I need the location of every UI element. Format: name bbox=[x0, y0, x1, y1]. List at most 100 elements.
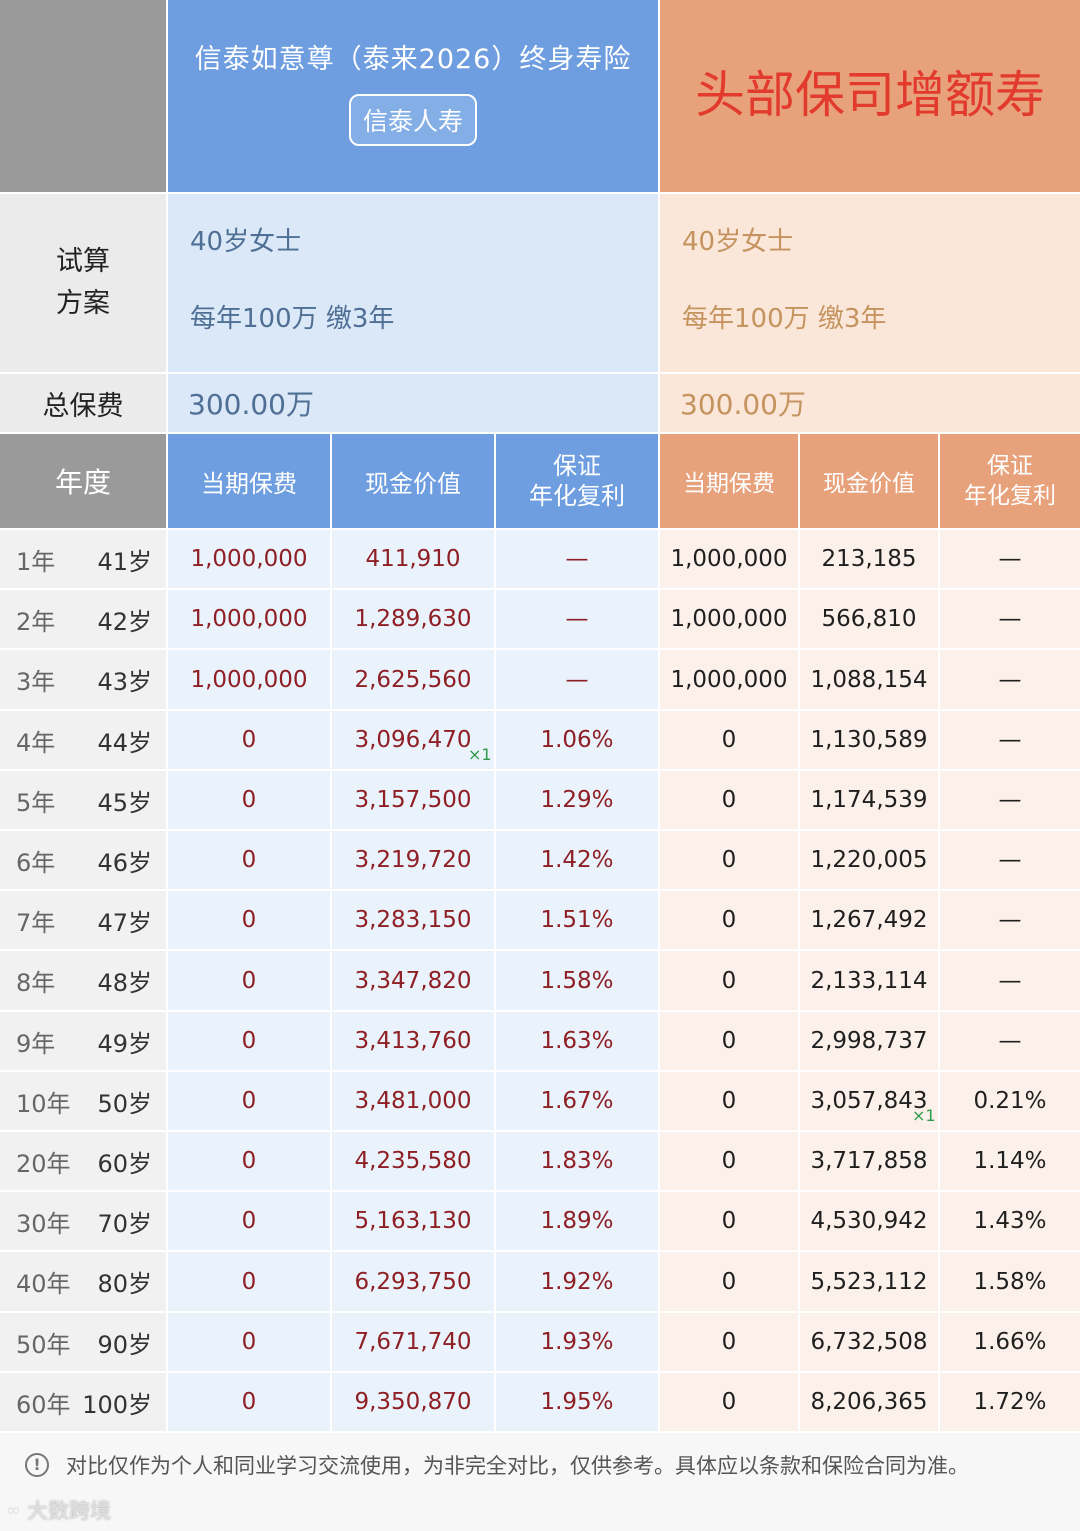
b-rate-cell: 1.14% bbox=[940, 1132, 1080, 1190]
year-label: 5年 bbox=[16, 788, 56, 817]
b-premium-value: 0 bbox=[721, 1088, 737, 1114]
b-premium-value: 0 bbox=[721, 1028, 737, 1054]
a-premium-cell: 0 bbox=[168, 771, 330, 829]
a-cash-value: 4,235,580 bbox=[354, 1148, 472, 1174]
a-premium-cell: 0 bbox=[168, 1252, 330, 1311]
b-rate-value: — bbox=[998, 606, 1022, 632]
a-rate-cell: 1.58% bbox=[496, 951, 658, 1010]
b-rate-cell: — bbox=[940, 1012, 1080, 1070]
total-label: 总保费 bbox=[42, 390, 124, 422]
edit-mark-b: ×1 bbox=[912, 1106, 936, 1125]
b-cash-cell: 2,133,114 bbox=[800, 951, 938, 1010]
b-rate-cell: 1.58% bbox=[940, 1252, 1080, 1311]
b-premium-value: 0 bbox=[721, 1329, 737, 1355]
b-cash-cell: 1,220,005 bbox=[800, 831, 938, 889]
plan-b-line2: 每年100万 缴3年 bbox=[682, 304, 887, 334]
b-premium-value: 0 bbox=[721, 1389, 737, 1415]
a-rate-value: — bbox=[565, 546, 589, 572]
age-label: 46岁 bbox=[97, 848, 152, 877]
a-cash-cell: 2,625,560 bbox=[332, 650, 494, 709]
disclaimer-text: 对比仅作为个人和同业学习交流使用，为非完全对比，仅供参考。具体应以条款和保险合同… bbox=[66, 1454, 969, 1478]
a-rate-cell: 1.95% bbox=[496, 1373, 658, 1431]
a-cash-cell: 7,671,740 bbox=[332, 1313, 494, 1371]
b-cash-cell: 566,810 bbox=[800, 590, 938, 648]
col-a-premium-label: 当期保费 bbox=[201, 469, 297, 498]
b-premium-value: 0 bbox=[721, 727, 737, 753]
b-cash-cell: 1,088,154 bbox=[800, 650, 938, 709]
b-rate-cell: — bbox=[940, 771, 1080, 829]
year-cell: 60年 100岁 bbox=[0, 1373, 166, 1431]
a-rate-cell: 1.42% bbox=[496, 831, 658, 889]
year-label: 8年 bbox=[16, 969, 56, 997]
col-b-premium-label: 当期保费 bbox=[683, 471, 775, 497]
watermark: ∞ 大数跨境 bbox=[6, 1495, 111, 1525]
year-cell: 2年 42岁 bbox=[0, 590, 166, 648]
age-label: 90岁 bbox=[97, 1330, 152, 1359]
b-rate-cell: 0.21% bbox=[940, 1072, 1080, 1130]
col-b-cash-header: 现金价值 bbox=[800, 434, 938, 528]
year-cell: 9年 49岁 bbox=[0, 1012, 166, 1070]
a-cash-cell: 6,293,750 bbox=[332, 1252, 494, 1311]
b-cash-value: 213,185 bbox=[821, 546, 917, 572]
b-premium-value: 0 bbox=[721, 967, 737, 994]
a-premium-cell: 0 bbox=[168, 1012, 330, 1070]
a-rate-value: 1.67% bbox=[540, 1088, 614, 1114]
b-rate-value: — bbox=[998, 1028, 1022, 1054]
edit-mark-a: ×1 bbox=[468, 745, 492, 764]
a-premium-cell: 0 bbox=[168, 711, 330, 769]
plan-label-cell: 试算 方案 bbox=[0, 194, 166, 372]
b-premium-cell: 0 bbox=[660, 1252, 798, 1311]
a-cash-cell: 3,096,470 bbox=[332, 711, 494, 769]
total-b-cell: 300.00万 bbox=[660, 374, 1080, 432]
b-premium-cell: 1,000,000 bbox=[660, 530, 798, 588]
a-premium-value: 0 bbox=[241, 1208, 257, 1234]
age-label: 70岁 bbox=[97, 1209, 152, 1238]
b-premium-cell: 0 bbox=[660, 951, 798, 1010]
age-label: 43岁 bbox=[97, 668, 152, 696]
b-rate-value: — bbox=[998, 546, 1022, 572]
a-rate-cell: 1.51% bbox=[496, 891, 658, 949]
a-rate-cell: — bbox=[496, 650, 658, 709]
b-rate-value: — bbox=[998, 787, 1022, 813]
a-rate-value: 1.93% bbox=[540, 1329, 614, 1355]
a-rate-value: 1.83% bbox=[540, 1148, 614, 1174]
year-label: 3年 bbox=[16, 668, 56, 696]
a-rate-value: 1.58% bbox=[540, 967, 614, 994]
b-cash-cell: 1,130,589 bbox=[800, 711, 938, 769]
total-a-value: 300.00万 bbox=[188, 388, 314, 421]
a-cash-cell: 3,413,760 bbox=[332, 1012, 494, 1070]
a-cash-cell: 9,350,870 bbox=[332, 1373, 494, 1431]
a-cash-cell: 3,219,720 bbox=[332, 831, 494, 889]
corner-cell bbox=[0, 0, 166, 192]
plan-b-cell: 40岁女士 每年100万 缴3年 bbox=[660, 194, 1080, 372]
year-cell: 1年 41岁 bbox=[0, 530, 166, 588]
total-a-cell: 300.00万 bbox=[168, 374, 658, 432]
age-label: 100岁 bbox=[82, 1390, 152, 1419]
a-premium-value: 0 bbox=[241, 1268, 257, 1295]
col-year-header: 年度 bbox=[0, 434, 166, 528]
a-rate-cell: 1.29% bbox=[496, 771, 658, 829]
a-cash-value: 3,413,760 bbox=[354, 1028, 472, 1054]
a-rate-cell: — bbox=[496, 590, 658, 648]
b-premium-value: 1,000,000 bbox=[670, 546, 788, 572]
b-premium-cell: 1,000,000 bbox=[660, 650, 798, 709]
a-rate-value: — bbox=[565, 666, 589, 693]
age-label: 50岁 bbox=[97, 1089, 152, 1118]
a-rate-value: 1.29% bbox=[540, 787, 614, 813]
a-premium-cell: 0 bbox=[168, 951, 330, 1010]
a-premium-cell: 0 bbox=[168, 891, 330, 949]
col-b-rate-label: 保证 年化复利 bbox=[964, 453, 1056, 509]
b-rate-cell: 1.66% bbox=[940, 1313, 1080, 1371]
b-cash-value: 1,220,005 bbox=[810, 847, 928, 873]
a-rate-cell: — bbox=[496, 530, 658, 588]
a-premium-value: 0 bbox=[241, 1088, 257, 1114]
year-cell: 10年 50岁 bbox=[0, 1072, 166, 1130]
b-rate-value: — bbox=[998, 666, 1022, 693]
a-rate-cell: 1.83% bbox=[496, 1132, 658, 1190]
b-rate-value: 1.43% bbox=[973, 1208, 1047, 1234]
a-cash-value: 7,671,740 bbox=[354, 1329, 472, 1355]
b-premium-cell: 0 bbox=[660, 891, 798, 949]
b-rate-cell: — bbox=[940, 530, 1080, 588]
a-rate-cell: 1.67% bbox=[496, 1072, 658, 1130]
year-label: 20年 bbox=[16, 1149, 71, 1178]
